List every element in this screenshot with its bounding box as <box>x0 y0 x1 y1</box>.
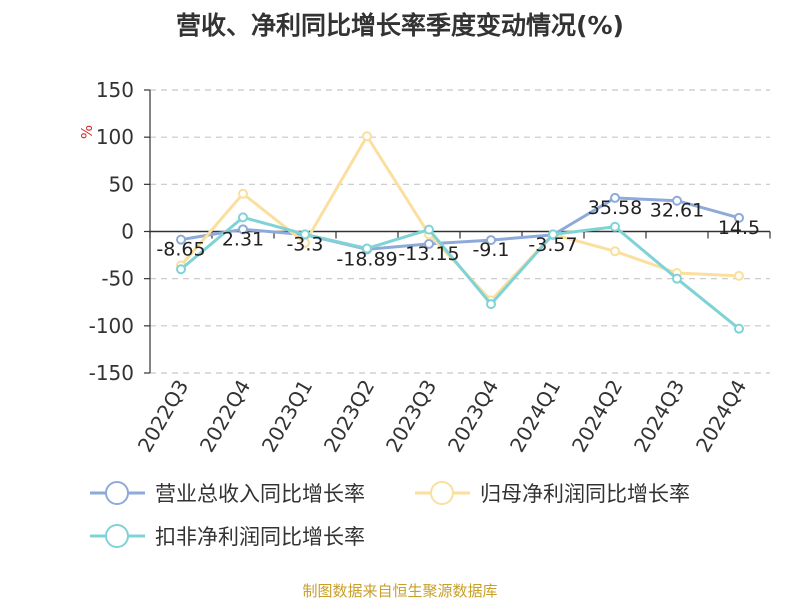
series-point <box>300 229 310 240</box>
data-label: 32.61 <box>650 200 704 222</box>
x-tick-label: 2024Q2 <box>567 376 627 457</box>
series-point <box>548 229 558 240</box>
legend-label: 扣非净利润同比增长率 <box>155 525 365 549</box>
legend-label: 归母净利润同比增长率 <box>480 482 690 506</box>
y-tick-label: 0 <box>121 220 134 244</box>
series-point <box>486 235 496 246</box>
series-point <box>238 212 248 223</box>
chart-title: 营收、净利同比增长率季度变动情况(%) <box>176 11 624 40</box>
legend-label: 营业总收入同比增长率 <box>155 482 365 506</box>
y-tick-label: -150 <box>89 361 134 385</box>
series-point <box>672 273 682 284</box>
source-note: 制图数据来自恒生聚源数据库 <box>302 582 498 600</box>
x-tick-label: 2024Q3 <box>629 376 689 457</box>
series-point <box>238 224 248 235</box>
x-tick-label: 2023Q1 <box>257 376 317 457</box>
legend-swatch-marker <box>430 481 454 505</box>
y-tick-label: -50 <box>101 267 134 291</box>
x-tick-label: 2023Q4 <box>443 376 503 457</box>
series-point <box>610 221 620 232</box>
series-point <box>610 246 620 257</box>
data-label: -13.15 <box>398 243 459 265</box>
x-tick-label: 2022Q4 <box>195 376 255 457</box>
series-line-1 <box>180 196 740 251</box>
legend-swatch-marker <box>105 481 129 505</box>
series-point <box>362 131 372 142</box>
series-point <box>176 234 186 245</box>
data-label: -18.89 <box>336 248 397 270</box>
x-tick-label: 2024Q1 <box>505 376 565 457</box>
series-point <box>610 192 620 203</box>
x-tick-label: 2022Q3 <box>133 376 193 457</box>
series-line-3 <box>180 215 740 330</box>
data-label: 2.31 <box>222 228 264 250</box>
series-point <box>424 238 434 249</box>
series-point <box>362 243 372 254</box>
data-labels: -8.65 2.31 -3.3 -18.89 -13.15 -9.1 -3.57 35.58 3… <box>156 197 760 270</box>
series-point <box>176 264 186 275</box>
data-label: -8.65 <box>156 239 205 261</box>
data-label: -3.57 <box>528 234 577 256</box>
series-point <box>734 212 744 223</box>
series-point <box>486 299 496 310</box>
series-point <box>424 224 434 235</box>
data-label: 14.5 <box>718 217 760 239</box>
data-label: 35.58 <box>588 197 642 219</box>
y-tick-label: 50 <box>109 172 134 196</box>
series-point <box>734 270 744 281</box>
series-point <box>734 323 744 334</box>
x-tick-label: 2023Q2 <box>319 376 379 457</box>
y-tick-label: -100 <box>89 314 134 338</box>
series-point <box>238 188 248 199</box>
data-label: -9.1 <box>472 239 509 261</box>
y-tick-label: 100 <box>96 125 134 149</box>
series-group <box>176 131 744 334</box>
x-tick-label: 2024Q4 <box>691 376 751 457</box>
series-point <box>672 195 682 206</box>
x-tick-label: 2023Q3 <box>381 376 441 457</box>
grid-lines <box>150 89 770 374</box>
legend-swatch-marker <box>105 524 129 548</box>
y-axis-label: % <box>78 125 96 139</box>
data-label: -3.3 <box>286 234 323 256</box>
y-tick-label: 150 <box>96 78 134 102</box>
